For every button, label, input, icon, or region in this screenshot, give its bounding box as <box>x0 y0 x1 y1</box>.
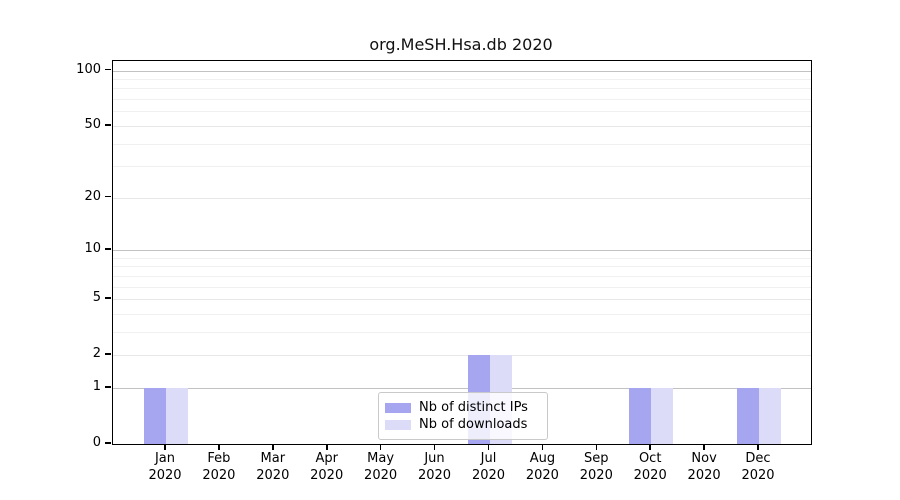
y-tick-mark <box>105 195 111 198</box>
y-gridline <box>113 197 811 199</box>
y-minor-gridline <box>113 331 811 333</box>
bar-distinct-ips <box>144 387 166 444</box>
x-tick-label: Mar 2020 <box>256 451 290 483</box>
plot-area <box>112 60 812 445</box>
y-tick-label: 50 <box>84 116 101 132</box>
x-tick-label: Aug 2020 <box>525 451 559 483</box>
x-tick-label: May 2020 <box>364 451 398 483</box>
y-tick-mark <box>105 442 111 444</box>
bar-downloads <box>759 387 781 444</box>
x-tick-mark <box>595 444 597 450</box>
x-tick-mark <box>379 444 382 450</box>
y-gridline <box>113 387 811 389</box>
legend-swatch <box>385 419 411 430</box>
x-tick-mark <box>703 444 705 450</box>
x-tick-mark <box>164 444 166 450</box>
y-tick-label: 0 <box>92 435 101 450</box>
y-gridline <box>113 70 811 72</box>
bar-downloads <box>166 387 188 444</box>
y-tick-label: 100 <box>76 61 101 77</box>
y-minor-gridline <box>113 166 811 168</box>
x-tick-mark <box>541 444 544 450</box>
legend-label: Nb of downloads <box>419 417 528 432</box>
y-gridline <box>113 355 811 357</box>
x-tick-label: Oct 2020 <box>633 451 667 483</box>
x-tick-label: Apr 2020 <box>310 451 344 483</box>
y-minor-gridline <box>113 275 811 277</box>
y-gridline <box>113 125 811 127</box>
x-tick-label: Dec 2020 <box>741 451 775 483</box>
chart-title: org.MeSH.Hsa.db 2020 <box>369 35 553 54</box>
y-minor-gridline <box>113 79 811 80</box>
x-tick-label: Jun 2020 <box>417 451 452 483</box>
legend-label: Nb of distinct IPs <box>419 400 528 415</box>
legend-swatch <box>385 402 411 413</box>
x-tick-label: Feb 2020 <box>202 451 236 483</box>
y-tick-mark <box>105 68 111 71</box>
y-gridline <box>113 250 811 251</box>
legend-entry: Nb of distinct IPs <box>385 399 539 416</box>
y-minor-gridline <box>113 286 811 288</box>
bar-distinct-ips <box>629 387 652 444</box>
y-tick-label: 20 <box>84 188 101 204</box>
y-tick-label: 10 <box>84 241 101 256</box>
y-gridline <box>113 299 811 300</box>
x-tick-mark <box>757 444 759 450</box>
y-minor-gridline <box>113 313 811 315</box>
x-tick-mark <box>218 444 220 450</box>
y-tick-label: 1 <box>92 378 101 394</box>
legend-entry: Nb of downloads <box>385 416 539 433</box>
y-tick-mark <box>105 386 111 388</box>
y-minor-gridline <box>113 143 811 145</box>
x-tick-label: Sep 2020 <box>579 451 613 483</box>
y-minor-gridline <box>113 257 811 259</box>
y-minor-gridline <box>113 99 811 101</box>
x-tick-label: Jul 2020 <box>471 451 506 483</box>
x-tick-mark <box>272 444 274 450</box>
y-tick-label: 5 <box>92 290 101 305</box>
bar-distinct-ips <box>737 387 759 444</box>
x-tick-label: Nov 2020 <box>687 451 721 483</box>
x-tick-label: Jan 2020 <box>148 451 182 483</box>
x-tick-mark <box>326 444 328 450</box>
x-tick-mark <box>649 444 651 450</box>
y-minor-gridline <box>113 111 811 113</box>
y-tick-mark <box>105 353 111 355</box>
y-tick-label: 2 <box>92 346 101 362</box>
x-tick-mark <box>487 444 490 450</box>
y-minor-gridline <box>113 88 811 90</box>
x-tick-mark <box>433 444 436 450</box>
legend: Nb of distinct IPs Nb of downloads <box>378 392 548 440</box>
y-tick-mark <box>105 124 111 126</box>
bar-downloads <box>651 387 674 444</box>
y-minor-gridline <box>113 266 811 268</box>
y-tick-mark <box>105 297 111 299</box>
y-tick-mark <box>105 248 111 250</box>
